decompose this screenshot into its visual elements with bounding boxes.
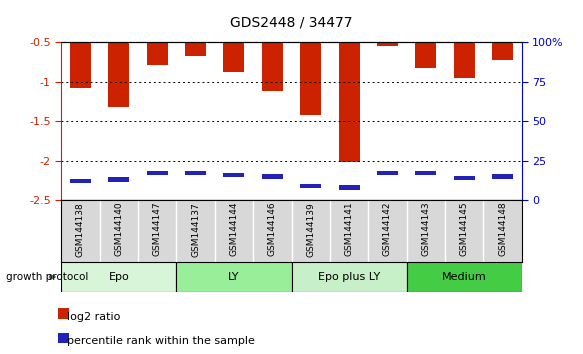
Bar [300,184,321,188]
Bar [415,171,437,175]
Text: Epo plus LY: Epo plus LY [318,272,380,282]
Text: percentile rank within the sample: percentile rank within the sample [67,336,255,346]
Text: GSM144143: GSM144143 [422,202,430,257]
Bar [176,262,292,292]
Bar [146,171,168,175]
Bar [377,42,398,46]
Text: Medium: Medium [442,272,487,282]
Bar [454,176,475,180]
Bar [108,42,129,107]
Bar [339,185,360,190]
Bar [70,42,91,88]
Bar [61,262,176,292]
Bar [70,179,91,183]
Bar [292,262,407,292]
Text: LY: LY [228,272,240,282]
Bar [415,42,437,68]
Bar [223,42,244,73]
Text: GSM144142: GSM144142 [383,202,392,256]
Text: growth protocol: growth protocol [6,272,88,282]
Text: GDS2448 / 34477: GDS2448 / 34477 [230,16,353,30]
Bar [262,42,283,91]
Bar [377,171,398,175]
Text: GSM144145: GSM144145 [460,202,469,257]
Text: GSM144141: GSM144141 [345,202,353,257]
Text: GSM144137: GSM144137 [191,202,200,257]
Text: log2 ratio: log2 ratio [67,312,121,321]
Bar [185,171,206,175]
Text: GSM144138: GSM144138 [76,202,85,257]
Bar [300,42,321,115]
Bar [223,173,244,177]
Text: Epo: Epo [108,272,129,282]
Bar [185,42,206,56]
Bar [407,262,522,292]
Bar [492,42,513,60]
Bar [262,174,283,178]
Text: GSM144148: GSM144148 [498,202,507,257]
Bar [146,42,168,64]
Text: GSM144139: GSM144139 [306,202,315,257]
Bar [492,174,513,178]
Text: GSM144146: GSM144146 [268,202,277,257]
Bar [454,42,475,78]
Text: GSM144147: GSM144147 [153,202,161,257]
Text: GSM144144: GSM144144 [230,202,238,256]
Text: GSM144140: GSM144140 [114,202,123,257]
Bar [339,42,360,162]
Bar [108,177,129,182]
